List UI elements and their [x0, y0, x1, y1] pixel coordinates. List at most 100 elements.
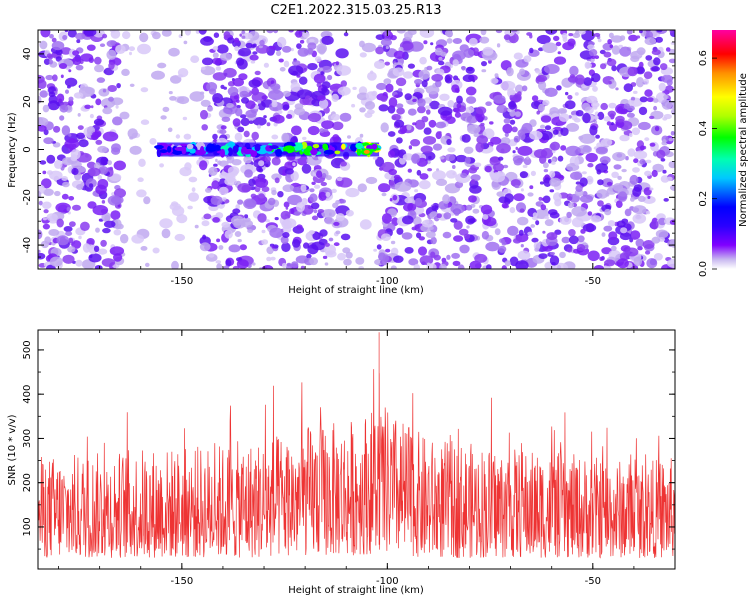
- heatmap-noise-blob: [490, 172, 505, 183]
- heatmap-noise-blob: [321, 88, 330, 96]
- heatmap-noise-blob: [137, 177, 144, 182]
- heatmap-noise-blob: [309, 38, 315, 43]
- heatmap-noise-blob: [527, 231, 534, 236]
- heatmap-noise-blob: [100, 156, 109, 166]
- heatmap-noise-blob: [42, 217, 48, 221]
- heatmap-noise-blob: [58, 63, 68, 69]
- heatmap-noise-blob: [504, 260, 511, 267]
- heatmap-noise-blob: [534, 247, 540, 252]
- heatmap-noise-blob: [548, 209, 558, 216]
- heatmap-noise-blob: [596, 169, 602, 175]
- heatmap-noise-blob: [335, 48, 349, 59]
- heatmap-noise-blob: [504, 193, 514, 203]
- heatmap-noise-blob: [336, 177, 343, 182]
- heatmap-noise-blob: [345, 251, 353, 259]
- heatmap-noise-blob: [199, 242, 211, 252]
- heatmap-noise-blob: [210, 195, 223, 206]
- x-tick-label: -150: [170, 576, 193, 587]
- heatmap-noise-blob: [466, 115, 478, 124]
- heatmap-noise-blob: [557, 51, 561, 55]
- heatmap-noise-blob: [63, 226, 73, 232]
- heatmap-noise-blob: [117, 204, 121, 208]
- snr-y-axis-label: SNR (10 * v/v): [7, 414, 18, 485]
- heatmap-noise-blob: [457, 264, 465, 269]
- heatmap-noise-blob: [604, 259, 616, 267]
- signal-band-blob: [355, 142, 364, 150]
- heatmap-noise-blob: [544, 215, 550, 220]
- heatmap-noise-blob: [292, 186, 301, 194]
- heatmap-noise-blob: [515, 234, 520, 239]
- heatmap-noise-blob: [276, 50, 282, 57]
- heatmap-noise-blob: [252, 43, 257, 48]
- heatmap-noise-blob: [438, 60, 445, 66]
- heatmap-noise-blob: [129, 145, 142, 155]
- signal-band-blob: [356, 147, 361, 156]
- heatmap-noise-blob: [244, 214, 249, 219]
- heatmap-noise-blob: [455, 154, 468, 163]
- heatmap-noise-blob: [433, 254, 441, 261]
- heatmap-noise-blob: [649, 142, 656, 147]
- heatmap-noise-blob: [559, 216, 572, 225]
- heatmap-noise-blob: [416, 169, 422, 176]
- heatmap-noise-blob: [595, 146, 608, 155]
- heatmap-noise-blob: [182, 116, 188, 121]
- heatmap-noise-blob: [645, 159, 652, 164]
- heatmap-noise-blob: [316, 170, 323, 178]
- heatmap-noise-blob: [396, 30, 406, 34]
- heatmap-noise-blob: [94, 56, 102, 65]
- heatmap-noise-blob: [39, 40, 48, 50]
- heatmap-noise-blob: [116, 83, 121, 89]
- heatmap-noise-blob: [652, 98, 659, 103]
- heatmap-noise-blob: [42, 170, 47, 175]
- heatmap-noise-blob: [435, 121, 447, 129]
- heatmap-noise-blob: [590, 215, 602, 223]
- heatmap-noise-blob: [231, 159, 242, 166]
- heatmap-noise-blob: [610, 245, 617, 251]
- heatmap-noise-blob: [68, 133, 72, 137]
- heatmap-noise-blob: [624, 208, 632, 217]
- signal-peak-secondary: [306, 145, 313, 151]
- heatmap-noise-blob: [653, 57, 661, 66]
- heatmap-noise-blob: [313, 73, 326, 84]
- heatmap-noise-blob: [615, 200, 623, 208]
- heatmap-noise-blob: [645, 210, 651, 215]
- heatmap-noise-blob: [600, 63, 607, 70]
- heatmap-noise-blob: [227, 37, 235, 44]
- signal-band-blob: [156, 148, 162, 158]
- heatmap-noise-blob: [538, 80, 547, 91]
- heatmap-noise-blob: [390, 35, 397, 41]
- heatmap-noise-blob: [475, 106, 487, 115]
- heatmap-noise-blob: [587, 250, 600, 262]
- heatmap-noise-blob: [254, 70, 261, 76]
- signal-band-blob: [334, 150, 341, 155]
- signal-band-blob: [371, 143, 378, 150]
- heatmap-noise-blob: [644, 137, 650, 142]
- heatmap-noise-blob: [184, 162, 192, 171]
- heatmap-noise-blob: [447, 100, 455, 108]
- heatmap-noise-blob: [86, 44, 96, 51]
- heatmap-noise-blob: [466, 96, 477, 104]
- heatmap-noise-blob: [223, 67, 237, 78]
- heatmap-noise-blob: [425, 85, 440, 95]
- heatmap-noise-blob: [479, 36, 490, 44]
- heatmap-noise-blob: [315, 56, 322, 62]
- heatmap-noise-blob: [500, 137, 511, 145]
- heatmap-noise-blob: [626, 30, 633, 35]
- heatmap-noise-blob: [161, 30, 172, 37]
- heatmap-noise-blob: [140, 119, 150, 125]
- heatmap-noise-blob: [364, 101, 376, 110]
- heatmap-noise-blob: [283, 201, 290, 208]
- heatmap-noise-blob: [653, 105, 658, 111]
- heatmap-noise-blob: [569, 65, 579, 76]
- heatmap-noise-blob: [595, 134, 600, 139]
- heatmap-noise-blob: [244, 199, 257, 208]
- colorbar-gradient: [712, 30, 736, 269]
- heatmap-noise-blob: [97, 248, 108, 255]
- signal-band-blob: [281, 151, 289, 155]
- heatmap-noise-blob: [643, 71, 653, 79]
- heatmap-noise-blob: [597, 200, 604, 207]
- chart-title: C2E1.2022.315.03.25.R13: [270, 3, 441, 18]
- heatmap-noise-blob: [89, 254, 93, 259]
- heatmap-noise-blob: [76, 39, 81, 44]
- heatmap-noise-blob: [145, 262, 150, 267]
